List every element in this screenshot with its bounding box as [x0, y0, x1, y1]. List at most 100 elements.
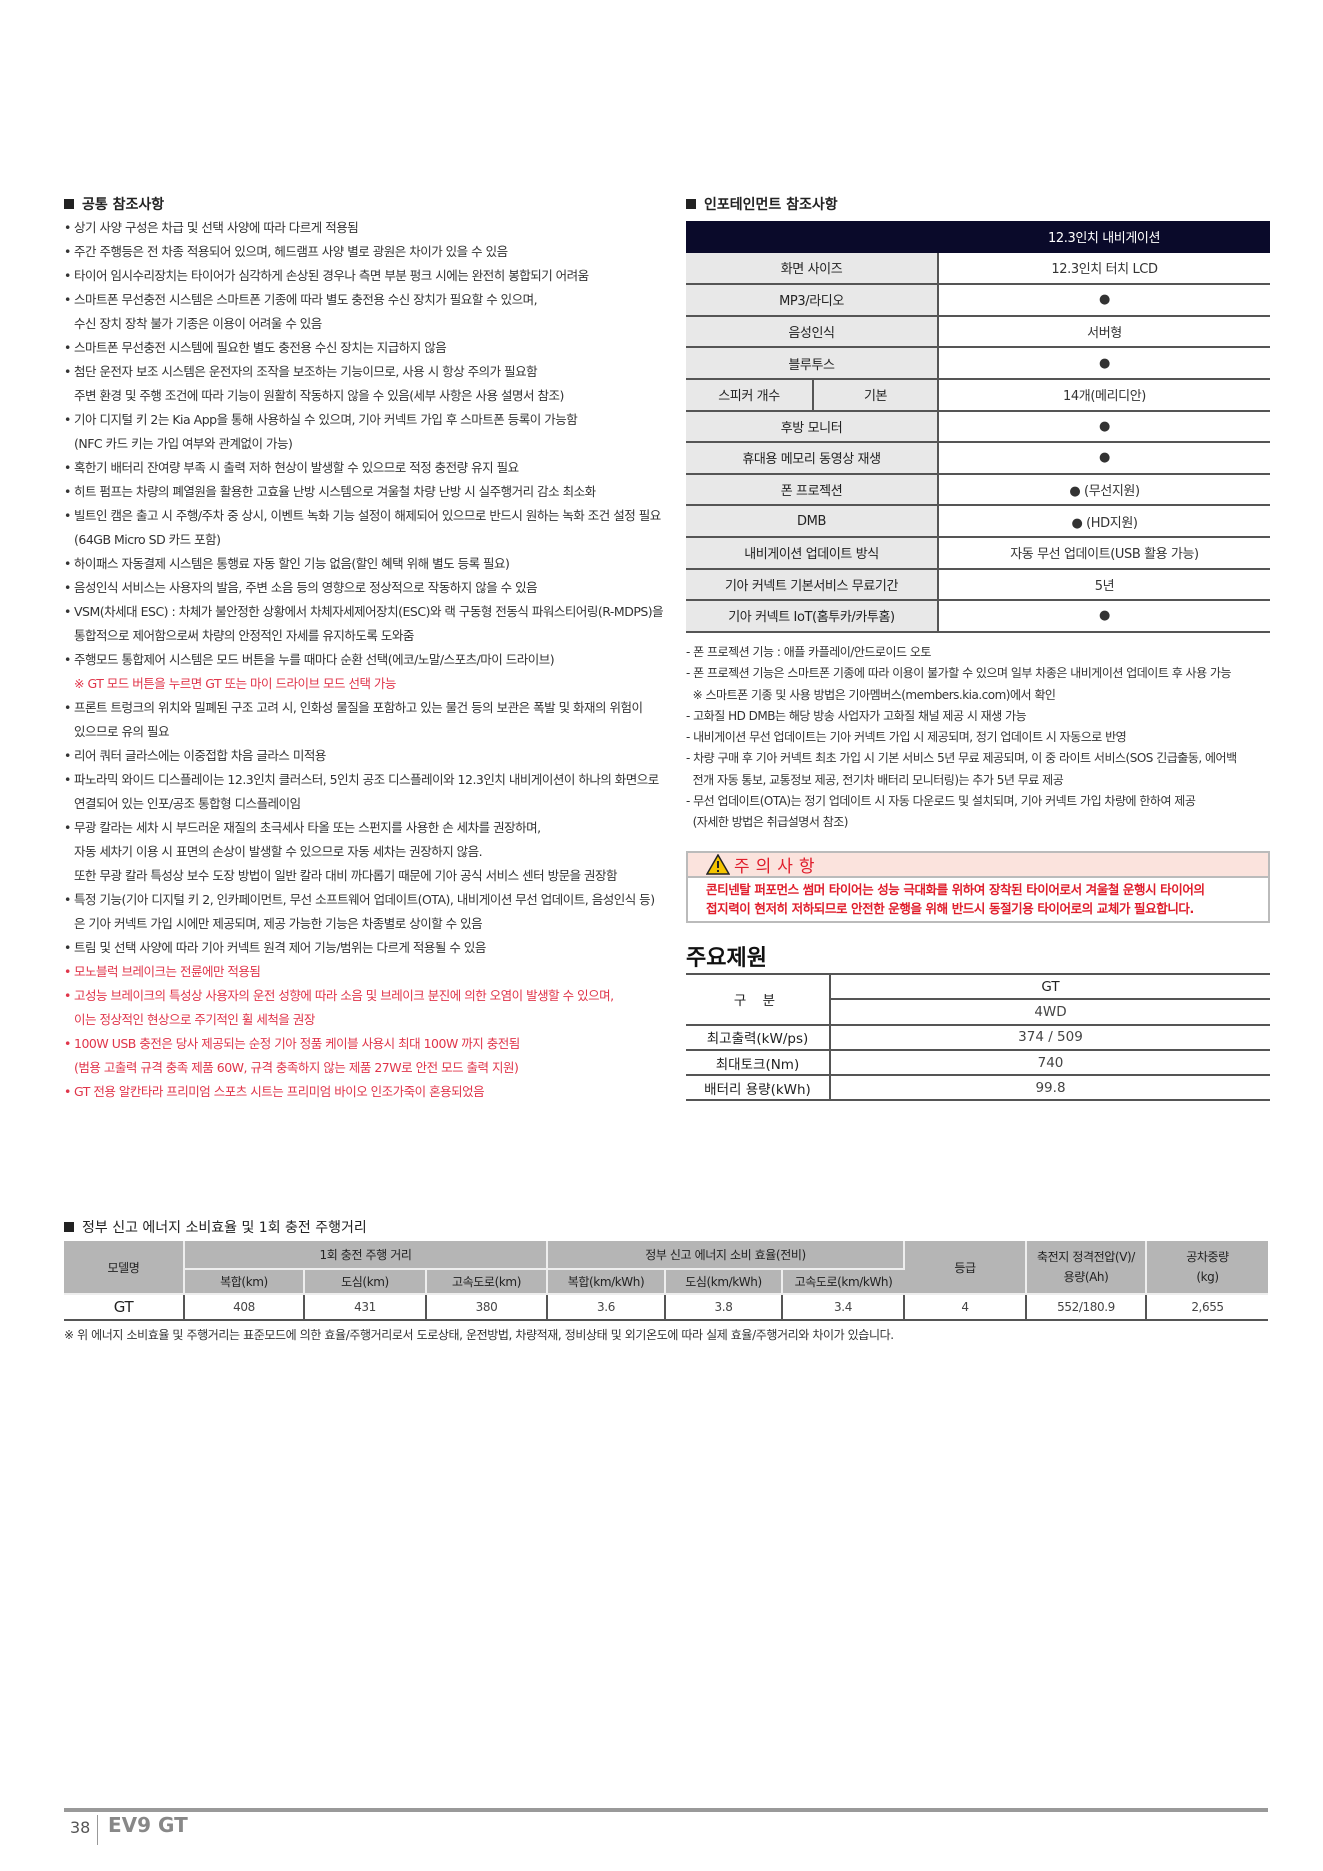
list-item-text: 프론트 트렁크의 위치와 밀폐된 구조 고려 시, 인화성 물질을 포함하고 있… [74, 700, 643, 715]
value-cell: 552/180.9 [1026, 1294, 1147, 1321]
sub-header: 고속도로(km/kWh) [782, 1269, 904, 1295]
list-item-text: 고성능 브레이크의 특성상 사용자의 운전 성향에 따라 소음 및 브레이크 분… [74, 988, 614, 1003]
trim-header: GT [830, 972, 1270, 1001]
bullet-icon: • [64, 892, 71, 907]
common-notes-list: • 상기 사양 구성은 차급 및 선택 사양에 따라 다르게 적용됨 • 주간 주행등… [64, 216, 664, 1104]
blank-header [686, 221, 938, 253]
list-item-text: 또한 무광 칼라 특성상 보수 도장 방법이 일반 칼라 대비 까다롭기 때문에… [74, 868, 618, 883]
infotainment-row: 후방 모니터 ● [686, 410, 1270, 444]
list-item-line: • 트림 및 선택 사양에 따라 기아 커넥트 원격 제어 기능/범위는 다르게 … [64, 936, 664, 960]
bullet-icon: • [64, 244, 71, 259]
infotainment-table: 12.3인치 내비게이션 화면 사이즈 12.3인치 터치 LCD MP3/라디오 ●… [686, 221, 1270, 633]
list-item-text: 기아 디지털 키 2는 Kia App을 통해 사용하실 수 있으며, 기아 커… [74, 412, 578, 427]
common-notes-heading: 공통 참조사항 [64, 194, 164, 214]
list-item-text: 주행모드 통합제어 시스템은 모드 버튼을 누를 때마다 순환 선택(에코/노말… [74, 652, 555, 667]
value-cell: 3.8 [665, 1294, 783, 1321]
list-item-text: VSM(차세대 ESC) : 차체가 불안정한 상황에서 차체자세제어장치(ES… [74, 604, 664, 619]
sub-header: 고속도로(km) [426, 1269, 548, 1295]
list-item-text: 트림 및 선택 사양에 따라 기아 커넥트 원격 제어 기능/범위는 다르게 적… [74, 940, 486, 955]
row-value: ● (HD지원) [938, 505, 1270, 538]
value-cell: 3.6 [547, 1294, 666, 1321]
row-value: 12.3인치 터치 LCD [938, 252, 1270, 286]
page-number: 38 [70, 1818, 91, 1837]
category-label: 구 분 [686, 973, 831, 1026]
list-item-text: 주간 주행등은 전 차종 적용되어 있으며, 헤드램프 사양 별로 광원은 차이… [74, 244, 508, 259]
drive-header: 4WD [830, 999, 1270, 1026]
list-item-text: 리어 쿼터 글라스에는 이중접합 차음 글라스 미적용 [74, 748, 326, 763]
infotainment-row: 화면 사이즈 12.3인치 터치 LCD [686, 252, 1270, 286]
row-value: 자동 무선 업데이트(USB 활용 가능) [938, 536, 1270, 570]
list-item-line: • 타이어 임시수리장치는 타이어가 심각하게 손상된 경우나 측면 부분 펑크 … [64, 264, 664, 288]
spec-value: 99.8 [830, 1075, 1270, 1102]
row-value: ● (무선지원) [938, 473, 1270, 507]
grade-header: 등급 [904, 1241, 1027, 1295]
spec-label: 최대토크(Nm) [686, 1049, 831, 1077]
list-item-text: 음성인식 서비스는 사용자의 발음, 주변 소음 등의 영향으로 정상적으로 작… [74, 580, 538, 595]
list-item-text: 파노라믹 와이드 디스플레이는 12.3인치 클러스터, 5인치 공조 디스플레… [74, 772, 659, 787]
header-line: (kg) [1196, 1270, 1219, 1284]
spec-row: 최고출력(kW/ps) 374 / 509 [686, 1024, 1270, 1051]
list-item-note: ※ GT 모드 버튼을 누르면 GT 또는 마이 드라이브 모드 선택 가능 [74, 676, 396, 691]
list-item-text: 하이패스 자동결제 시스템은 통행료 자동 할인 기능 없음(할인 혜택 위해 … [74, 556, 510, 571]
range-group-header: 1회 충전 주행 거리 [184, 1241, 548, 1270]
row-value: ● [938, 410, 1270, 444]
list-item-text: 이는 정상적인 현상으로 주기적인 휠 세척을 권장 [74, 1012, 315, 1027]
list-item-text: 첨단 운전자 보조 시스템은 운전자의 조작을 보조하는 기능이므로, 사용 시… [74, 364, 538, 379]
caution-box: 주의사항 콘티넨탈 퍼포먼스 썸머 타이어는 성능 극대화를 위하여 장착된 타… [686, 851, 1270, 923]
infotainment-row: 내비게이션 업데이트 방식 자동 무선 업데이트(USB 활용 가능) [686, 536, 1270, 570]
sub-header: 도심(km/kWh) [665, 1269, 783, 1295]
square-bullet-icon [64, 199, 74, 209]
caution-title-bar: 주의사항 [688, 853, 1268, 878]
spec-row: 배터리 용량(kWh) 99.8 [686, 1075, 1270, 1102]
caution-title: 주의사항 [734, 857, 821, 877]
bullet-icon: • [64, 964, 71, 979]
document-title: EV9 GT [108, 1813, 188, 1837]
infotainment-row: 음성인식 서버형 [686, 315, 1270, 349]
bullet-icon: • [64, 220, 71, 235]
square-bullet-icon [64, 1222, 74, 1232]
list-item-text: 연결되어 있는 인포/공조 통합형 디스플레이임 [74, 796, 301, 811]
infotainment-row: DMB ● (HD지원) [686, 505, 1270, 538]
row-value: 5년 [938, 568, 1270, 602]
list-item-text: 모노블럭 브레이크는 전륜에만 적용됨 [74, 964, 261, 979]
list-item-text: (NFC 카드 키는 가입 여부와 관계없이 가능) [74, 436, 293, 451]
list-item-line: • 주간 주행등은 전 차종 적용되어 있으며, 헤드램프 사양 별로 광원은 차… [64, 240, 664, 264]
list-item-line: 이는 정상적인 현상으로 주기적인 휠 세척을 권장 [64, 1008, 664, 1032]
warning-triangle-icon [706, 854, 730, 875]
list-item-line: • 하이패스 자동결제 시스템은 통행료 자동 할인 기능 없음(할인 혜택 위해… [64, 552, 664, 576]
list-item-text: 100W USB 충전은 당사 제공되는 순정 기아 정품 케이블 사용시 최대… [74, 1036, 520, 1051]
row-value: ● [938, 347, 1270, 380]
note-line: - 고화질 HD DMB는 해당 방송 사업자가 고화질 채널 제공 시 재생 … [686, 708, 1027, 723]
specs-table: 구 분 GT 4WD 최고출력(kW/ps) 374 / 509 최대토크(Nm) 7… [686, 972, 1270, 1102]
row-label: 후방 모니터 [686, 410, 939, 444]
list-item-line: • 빌트인 캠은 출고 시 주행/주차 중 상시, 이벤트 녹화 기능 설정이 해… [64, 504, 664, 528]
row-sublabel: 기본 [813, 378, 939, 412]
infotainment-row: MP3/라디오 ● [686, 284, 1270, 317]
list-item-line: • 스마트폰 무선충전 시스템에 필요한 별도 충전용 수신 장치는 지급하지 않… [64, 336, 664, 360]
energy-table: 모델명 1회 충전 주행 거리 정부 신고 에너지 소비 효율(전비) 등급 축… [64, 1241, 1268, 1321]
list-item-line: 연결되어 있는 인포/공조 통합형 디스플레이임 [64, 792, 664, 816]
battery-header: 축전지 정격전압(V)/ 용량(Ah) [1026, 1241, 1147, 1295]
bullet-icon: • [64, 820, 71, 835]
list-item-line: 또한 무광 칼라 특성상 보수 도장 방법이 일반 칼라 대비 까다롭기 때문에… [64, 864, 664, 888]
spec-value: 740 [830, 1049, 1270, 1077]
note-line: - 내비게이션 무선 업데이트는 기아 커넥트 가입 시 제공되며, 정기 업데… [686, 730, 1127, 745]
list-item-line: • 모노블럭 브레이크는 전륜에만 적용됨 [64, 960, 664, 984]
spec-row: 최대토크(Nm) 740 [686, 1049, 1270, 1077]
list-item-line: 통합적으로 제어함으로써 차량의 안정적인 자세를 유지하도록 도와줌 [64, 624, 664, 648]
list-item-text: 히트 펌프는 차량의 폐열원을 활용한 고효율 난방 시스템으로 겨울철 차량 … [74, 484, 596, 499]
list-item-line: 은 기아 커넥트 가입 시에만 제공되며, 제공 가능한 기능은 차종별로 상이… [64, 912, 664, 936]
infotainment-notes: - 폰 프로젝션 기능 : 애플 카플레이/안드로이드 오토 - 폰 프로젝션 기… [686, 642, 1276, 834]
row-label: MP3/라디오 [686, 284, 939, 317]
list-item-text: 자동 세차기 이용 시 표면의 손상이 발생할 수 있으므로 자동 세차는 권장… [74, 844, 483, 859]
list-item-line: • 고성능 브레이크의 특성상 사용자의 운전 성향에 따라 소음 및 브레이크 … [64, 984, 664, 1008]
list-item-text: 있으므로 유의 필요 [74, 724, 169, 739]
note-line: - 차량 구매 후 기아 커넥트 최초 가입 시 기본 서비스 5년 무료 제공… [686, 751, 1237, 766]
spec-label: 배터리 용량(kWh) [686, 1075, 831, 1102]
list-item-text: 무광 칼라는 세차 시 부드러운 재질의 초극세사 타올 또는 스펀지를 사용한… [74, 820, 541, 835]
row-label: 기아 커넥트 IoT(홈투카/카투홈) [686, 600, 939, 633]
list-item-line: • 주행모드 통합제어 시스템은 모드 버튼을 누를 때마다 순환 선택(에코/노… [64, 648, 664, 672]
bullet-icon: • [64, 1084, 71, 1099]
row-label: 휴대용 메모리 동영상 재생 [686, 442, 939, 475]
bullet-icon: • [64, 748, 71, 763]
